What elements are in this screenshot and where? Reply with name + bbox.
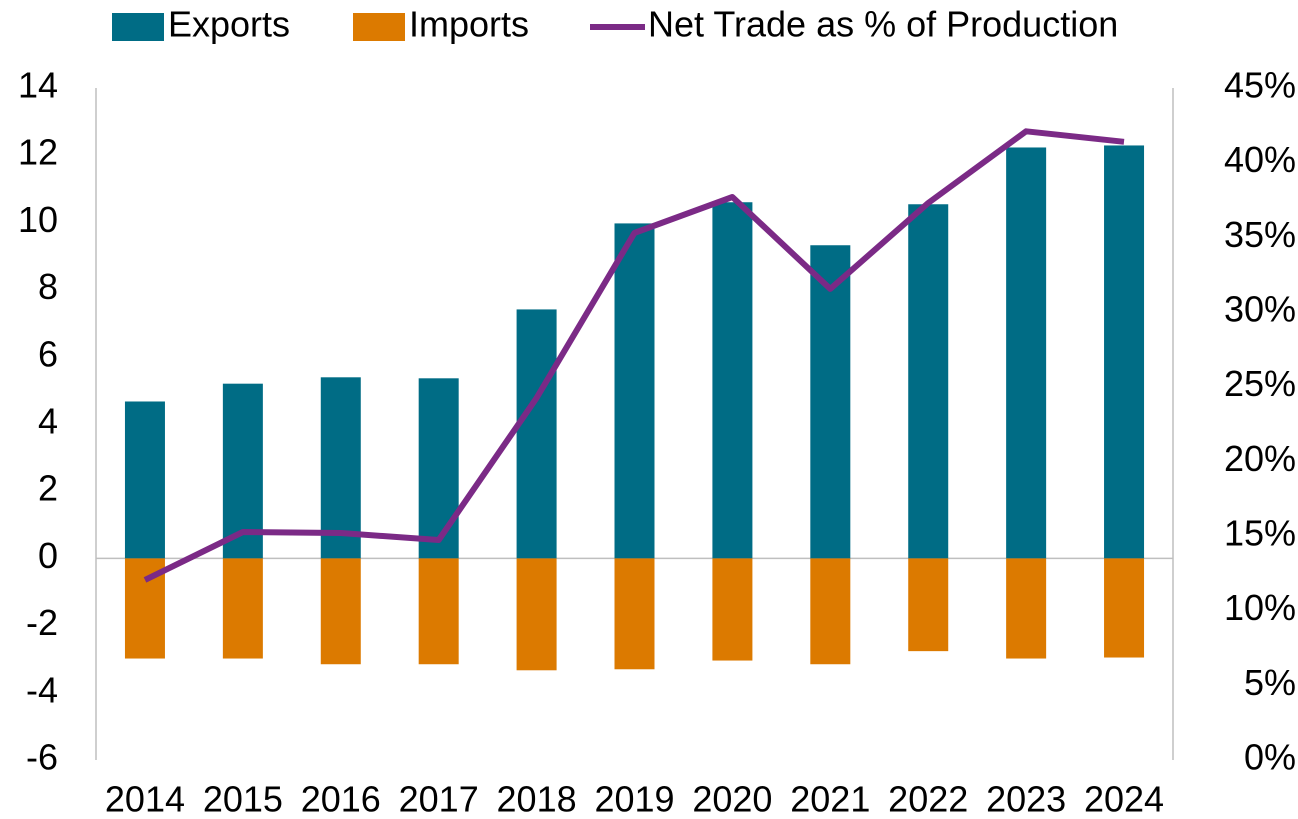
bar xyxy=(124,401,165,559)
bar xyxy=(712,202,753,559)
x-tick-label: 2019 xyxy=(594,779,674,819)
x-tick-label: 2021 xyxy=(790,779,870,819)
legend-label: Exports xyxy=(168,4,290,45)
line-series xyxy=(143,128,1125,583)
y-tick-label: 6 xyxy=(38,333,58,374)
x-tick-label: 2017 xyxy=(399,779,479,819)
x-tick-label: 2020 xyxy=(692,779,772,819)
y-tick-label: 8 xyxy=(38,266,58,307)
legend-swatch xyxy=(353,13,405,41)
bar xyxy=(418,378,459,559)
bar xyxy=(222,558,263,659)
y2-tick-label: 45% xyxy=(1224,65,1296,106)
bar xyxy=(908,204,949,559)
y2-tick-label: 25% xyxy=(1224,363,1296,404)
x-tick-label: 2022 xyxy=(888,779,968,819)
legend-swatch xyxy=(112,13,164,41)
y-tick-label: -6 xyxy=(26,737,58,778)
bar xyxy=(810,245,851,559)
y2-tick-label: 0% xyxy=(1244,737,1296,778)
bar xyxy=(1104,145,1145,559)
bar xyxy=(1104,558,1145,658)
y-tick-label: 4 xyxy=(38,401,58,442)
y-tick-label: 14 xyxy=(18,65,58,106)
y-tick-label: -2 xyxy=(26,602,58,643)
x-tick-label: 2016 xyxy=(301,779,381,819)
bar xyxy=(1006,147,1047,559)
bar xyxy=(614,223,655,559)
y-tick-label: 12 xyxy=(18,132,58,173)
y2-tick-label: 40% xyxy=(1224,139,1296,180)
y2-tick-label: 30% xyxy=(1224,289,1296,330)
y2-tick-label: 5% xyxy=(1244,662,1296,703)
x-tick-label: 2024 xyxy=(1084,779,1164,819)
bar xyxy=(810,558,851,665)
y2-tick-label: 35% xyxy=(1224,214,1296,255)
bar xyxy=(1006,558,1047,659)
legend-label: Imports xyxy=(409,4,529,45)
legend-label: Net Trade as % of Production xyxy=(648,4,1118,45)
y-tick-label: -4 xyxy=(26,669,58,710)
x-tick-label: 2014 xyxy=(105,779,185,819)
bar xyxy=(516,558,557,671)
bar xyxy=(418,558,459,665)
y-tick-label: 10 xyxy=(18,199,58,240)
bar xyxy=(712,558,753,661)
bar xyxy=(516,309,557,559)
x-tick-label: 2018 xyxy=(497,779,577,819)
bar xyxy=(320,377,361,559)
y2-tick-label: 20% xyxy=(1224,438,1296,479)
bar xyxy=(614,558,655,670)
bar xyxy=(908,558,949,652)
bar xyxy=(320,558,361,665)
y2-tick-label: 15% xyxy=(1224,513,1296,554)
x-tick-label: 2023 xyxy=(986,779,1066,819)
y2-tick-label: 10% xyxy=(1224,587,1296,628)
y-tick-label: 2 xyxy=(38,468,58,509)
x-tick-label: 2015 xyxy=(203,779,283,819)
y-tick-label: 0 xyxy=(38,535,58,576)
